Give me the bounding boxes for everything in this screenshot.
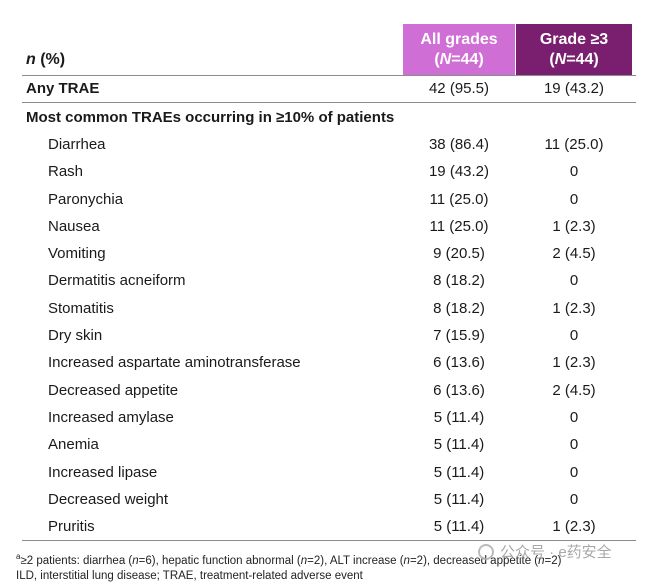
table-row: Increased amylase 5 (11.4) 0 (22, 404, 636, 431)
grade3-value: 11 (25.0) (544, 136, 604, 153)
pct-text: (%) (35, 51, 66, 68)
table-row: Paronychia 11 (25.0) 0 (22, 186, 636, 213)
g3-n-italic: N (554, 50, 567, 68)
grade3-value: 0 (569, 490, 579, 508)
n-percent-label: n (%) (26, 51, 65, 69)
row-label: Vomiting (48, 245, 106, 263)
table-row: Vomiting 9 (20.5) 2 (4.5) (22, 240, 636, 267)
all-grades-value: 9 (20.5) (433, 245, 485, 263)
grade3-value: 1 (2.3) (552, 354, 596, 372)
all-grades-value: 6 (13.6) (433, 381, 485, 399)
table-bottom-rule (22, 540, 636, 542)
grade3-value: 0 (569, 272, 579, 290)
all-n-italic: N (439, 50, 452, 68)
fn-n1: n (132, 554, 139, 567)
ae-rows: Diarrhea 38 (86.4) 11 (25.0) Rash 19 (43.2) 0… (22, 131, 636, 540)
row-label: Increased lipase (48, 463, 158, 481)
grade3-title: Grade ≥3 (539, 30, 609, 48)
grade3-value: 1 (2.3) (552, 518, 596, 536)
footnote-line1: a≥2 patients: diarrhea (n=6), hepatic fu… (16, 549, 616, 569)
watermark: 公众号 · e药安全 (478, 541, 612, 562)
grade3-value: 1 (2.3) (552, 299, 596, 317)
n-italic: n (26, 51, 36, 68)
grade3-value: 0 (569, 163, 579, 181)
fn-n4: n (538, 554, 545, 567)
all-grades-title: All grades (420, 30, 498, 48)
footnote-line2: ILD, interstitial lung disease; TRAE, tr… (16, 569, 363, 582)
all-grades-value: 5 (11.4) (433, 490, 485, 508)
g3-n-rest: =44) (566, 50, 599, 68)
grade3-value: 0 (569, 190, 579, 208)
grade3-value: 0 (569, 436, 579, 454)
section-title: Most common TRAEs occurring in ≥10% of p… (26, 109, 395, 126)
any-trae-row: Any TRAE 42 (95.5) 19 (43.2) (22, 76, 636, 103)
row-label: Diarrhea (48, 136, 106, 153)
table-row: Dry skin 7 (15.9) 0 (22, 322, 636, 349)
grade3-value: 2 (4.5) (552, 381, 596, 399)
table-row: Increased aspartate aminotransferase 6 (1… (22, 349, 636, 376)
grade3-value: 2 (4.5) (552, 245, 596, 263)
table-header: n (%) All grades (N=44) Grade ≥3 (N=44) (22, 24, 636, 76)
grade3-value: 0 (569, 463, 579, 481)
fn-e: =2) (544, 554, 562, 567)
row-label: Pruritis (48, 518, 95, 536)
row-label: Paronychia (48, 190, 124, 208)
fn-a: ≥2 patients: diarrhea ( (20, 554, 133, 567)
fn-b: =6), hepatic function abnormal ( (138, 554, 301, 567)
row-label: Decreased appetite (48, 381, 179, 399)
table-row: Decreased weight 5 (11.4) 0 (22, 486, 636, 513)
all-grades-n: (N=44) (434, 50, 484, 68)
fn-n2: n (300, 554, 308, 567)
all-grades-header: All grades (N=44) (403, 24, 515, 75)
all-grades-value: 8 (18.2) (433, 272, 485, 290)
grade3-value: 19 (43.2) (543, 80, 605, 97)
grade3-header: Grade ≥3 (N=44) (516, 24, 632, 75)
grade3-value: 0 (569, 327, 579, 345)
row-label: Increased amylase (48, 408, 174, 426)
footnote: a≥2 patients: diarrhea (n=6), hepatic fu… (16, 549, 616, 584)
table-row: Rash 19 (43.2) 0 (22, 158, 636, 185)
all-grades-value: 5 (11.4) (433, 518, 485, 536)
all-grades-value: 7 (15.9) (433, 327, 485, 345)
row-label: Increased aspartate aminotransferase (48, 354, 301, 372)
all-grades-value: 6 (13.6) (433, 354, 485, 372)
all-n-rest: =44) (451, 50, 484, 68)
section-heading-row: Most common TRAEs occurring in ≥10% of p… (22, 103, 636, 131)
row-label: Nausea (48, 217, 100, 235)
all-grades-value: 5 (11.4) (433, 436, 485, 454)
all-grades-value: 11 (25.0) (429, 190, 489, 208)
watermark-text: 公众号 · e药安全 (500, 544, 612, 561)
all-grades-value: 8 (18.2) (433, 299, 485, 317)
table-row: Increased lipase 5 (11.4) 0 (22, 459, 636, 486)
table-row: Decreased appetite 6 (13.6) 2 (4.5) (22, 377, 636, 404)
footnote-marker: a (16, 552, 21, 561)
table-row: Dermatitis acneiform 8 (18.2) 0 (22, 267, 636, 294)
grade3-value: 1 (2.3) (552, 217, 596, 235)
trae-table: n (%) All grades (N=44) Grade ≥3 (N=44) … (22, 24, 636, 542)
table-row: Nausea 11 (25.0) 1 (2.3) (22, 213, 636, 240)
grade3-n: (N=44) (549, 50, 599, 68)
row-label: Decreased weight (48, 490, 169, 508)
table-row: Anemia 5 (11.4) 0 (22, 431, 636, 458)
row-label: Dry skin (48, 327, 103, 345)
all-grades-value: 38 (86.4) (428, 136, 490, 153)
grade3-value: 0 (569, 408, 579, 426)
all-grades-value: 5 (11.4) (433, 463, 485, 481)
row-label: Dermatitis acneiform (48, 272, 186, 290)
table-row: Pruritis 5 (11.4) 1 (2.3) (22, 513, 636, 540)
row-label: Stomatitis (48, 299, 114, 317)
fn-c: =2), ALT increase ( (307, 554, 404, 567)
row-label: Rash (48, 163, 84, 181)
fn-n3: n (403, 554, 410, 567)
wechat-icon (478, 543, 494, 560)
table-row: Stomatitis 8 (18.2) 1 (2.3) (22, 295, 636, 322)
row-label: Anemia (48, 436, 99, 454)
fn-d: =2), decreased appetite ( (409, 554, 539, 567)
row-label: Any TRAE (26, 80, 100, 97)
table-row: Diarrhea 38 (86.4) 11 (25.0) (22, 131, 636, 158)
all-grades-value: 19 (43.2) (428, 163, 490, 181)
all-grades-value: 5 (11.4) (433, 408, 485, 426)
all-grades-value: 11 (25.0) (429, 217, 489, 235)
all-grades-value: 42 (95.5) (428, 80, 490, 97)
